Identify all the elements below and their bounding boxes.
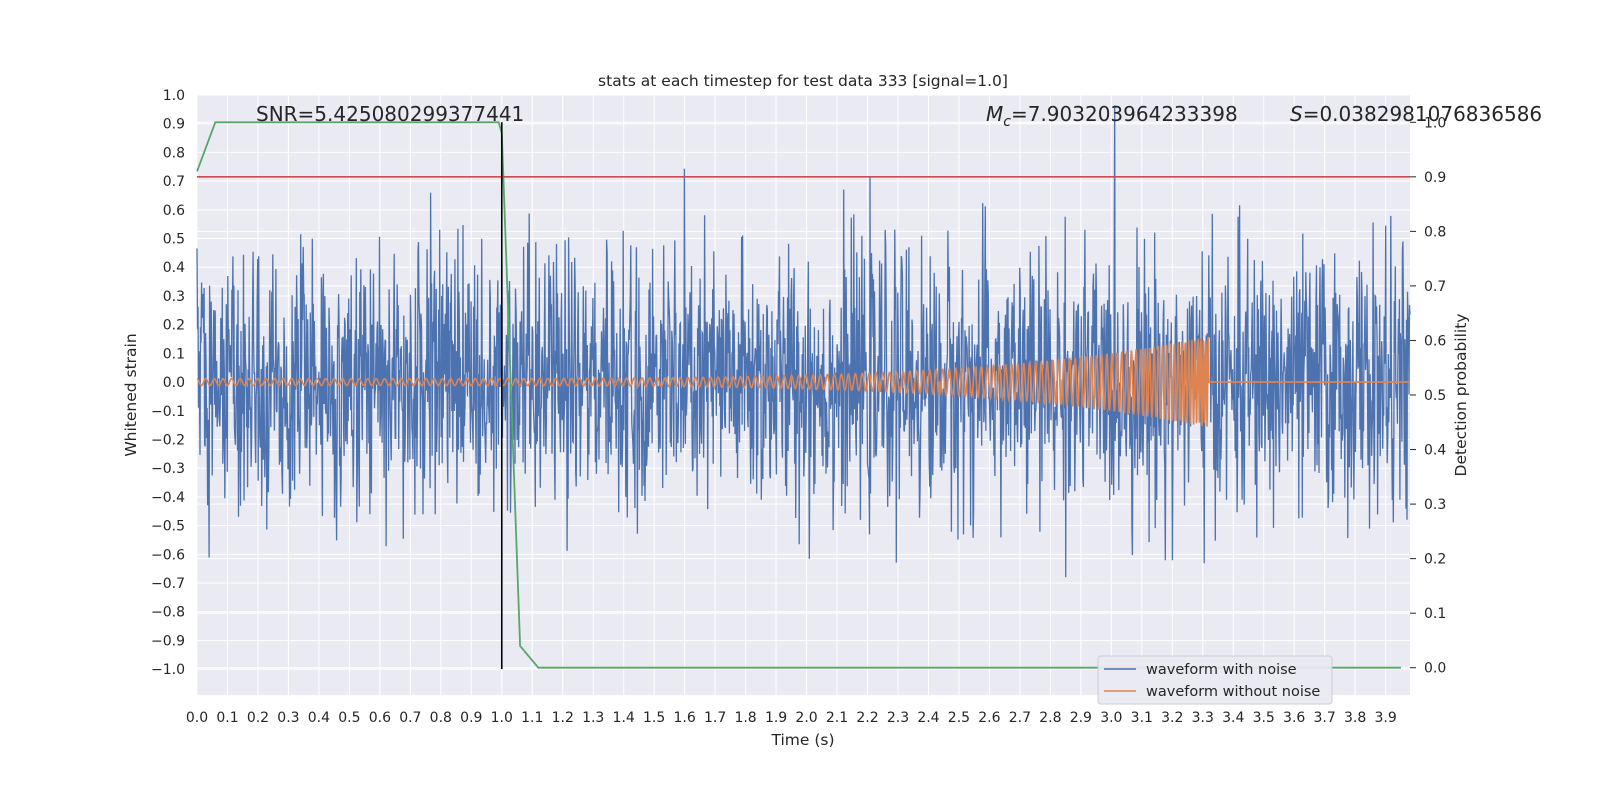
clean-line [196,336,1410,427]
y-tick-label: 0.1 [163,346,185,362]
x-tick-label: 0.4 [308,710,330,726]
x-tick-label: 3.1 [1131,710,1153,726]
y-tick-label: −0.6 [151,547,185,563]
x-tick-label: 0.1 [216,710,238,726]
chirp-mass-symbol: M [986,102,1003,126]
right-tick-label: 0.0 [1424,661,1446,677]
probability-line [196,121,1401,669]
x-tick-label: 0.6 [369,710,391,726]
legend-label-clean: waveform without noise [1146,684,1320,700]
y-tick-label: 0.5 [163,232,185,248]
right-axis-ticks: 1.0 0.9 0.8 0.7 0.6 0.5 0.4 0.3 0.2 0.1 0.0 [1410,115,1446,677]
legend-box [1097,655,1333,705]
y-tick-label: −0.3 [151,461,185,477]
s-value: =0.038298107683658​6 [1303,102,1542,126]
y-tick-label: −0.9 [151,633,185,649]
right-axis-label: Detection probability [1452,314,1470,477]
x-tick-label: 2.3 [887,710,909,726]
x-tick-label: 0.3 [277,710,299,726]
legend-label-noise: waveform with noise [1146,662,1297,678]
y-tick-label: 0.2 [163,318,185,334]
y-tick-label: −0.1 [151,404,185,420]
x-tick-label: 0.7 [399,710,421,726]
x-tick-label: 1.4 [613,710,635,726]
x-tick-label: 0.5 [338,710,360,726]
chirp-mass-subscript: c [1003,114,1011,130]
right-tick-label: 0.7 [1424,279,1446,295]
right-tick-label: 1.0 [1424,115,1446,131]
x-axis-ticks: 0.0 0.1 0.2 0.3 0.4 0.5 0.6 0.7 0.8 0.9 1.0 1.1 1.2 1… [186,710,1397,726]
y-axis-label: Whitened strain [122,333,140,456]
x-tick-label: 1.9 [765,710,787,726]
x-tick-label: 0.2 [247,710,269,726]
x-tick-label: 1.1 [521,710,543,726]
right-tick-label: 0.1 [1424,606,1446,622]
x-tick-label: 1.8 [734,710,756,726]
y-tick-label: 0.6 [163,203,185,219]
series-waveform-without-noise [196,336,1410,427]
x-tick-label: 2.7 [1009,710,1031,726]
x-tick-label: 2.4 [917,710,939,726]
right-tick-label: 0.9 [1424,170,1446,186]
x-tick-label: 2.6 [978,710,1000,726]
x-tick-label: 2.0 [795,710,817,726]
x-tick-label: 3.2 [1161,710,1183,726]
y-tick-label: −0.8 [151,605,185,621]
x-tick-label: 2.5 [948,710,970,726]
y-tick-label: −0.7 [151,576,185,592]
y-tick-label: −0.5 [151,519,185,535]
series-detection-probability [196,121,1401,669]
y-tick-label: 0.9 [163,117,185,133]
x-tick-label: 1.5 [643,710,665,726]
right-tick-label: 0.2 [1424,552,1446,568]
y-tick-label: 0.8 [163,145,185,161]
y-tick-label: −1.0 [151,662,185,678]
y-tick-label: 0.0 [163,375,185,391]
right-tick-label: 0.3 [1424,497,1446,513]
reference-lines [197,122,1410,670]
x-tick-label: 0.9 [460,710,482,726]
y-tick-label: −0.4 [151,490,185,506]
y-tick-label: 0.4 [163,260,185,276]
snr-annotation: SNR=5.425080299377441 [256,102,524,126]
x-tick-label: 2.9 [1070,710,1092,726]
x-tick-label: 1.6 [674,710,696,726]
x-tick-label: 1.7 [704,710,726,726]
x-axis-label: Time (s) [770,731,834,749]
y-axis-ticks: 1.0 0.9 0.8 0.7 0.6 0.5 0.4 0.3 0.2 0.1 0.0 −0.1 −0.… [151,88,185,678]
chirp-mass-value: =7.903203964233398 [1011,102,1238,126]
y-tick-label: 0.7 [163,174,185,190]
y-tick-label: −0.2 [151,432,185,448]
x-tick-label: 3.3 [1192,710,1214,726]
x-tick-label: 3.5 [1253,710,1275,726]
s-annotation: S=0.038298107683658​6 [1290,102,1542,126]
right-tick-label: 0.5 [1424,388,1446,404]
chirp-mass-annotation: Mc=7.903203964233398 [986,102,1238,130]
x-tick-label: 3.0 [1100,710,1122,726]
x-tick-label: 0.0 [186,710,208,726]
x-tick-label: 1.3 [582,710,604,726]
y-tick-label: 0.3 [163,289,185,305]
x-tick-label: 3.9 [1374,710,1396,726]
right-tick-label: 0.8 [1424,224,1446,240]
x-tick-label: 1.0 [491,710,513,726]
x-tick-label: 0.8 [430,710,452,726]
x-tick-label: 3.7 [1314,710,1336,726]
legend: waveform with noise waveform without noi… [1097,655,1333,705]
x-tick-label: 3.6 [1283,710,1305,726]
y-tick-label: 1.0 [163,88,185,104]
x-tick-label: 2.1 [826,710,848,726]
x-tick-label: 1.2 [552,710,574,726]
x-tick-label: 2.2 [856,710,878,726]
x-tick-label: 2.8 [1039,710,1061,726]
right-tick-label: 0.6 [1424,333,1446,349]
s-symbol: S [1290,102,1303,126]
x-tick-label: 3.8 [1344,710,1366,726]
chart-title: stats at each timestep for test data 333… [598,72,1008,90]
x-tick-label: 3.4 [1222,710,1244,726]
right-tick-label: 0.4 [1424,443,1446,459]
